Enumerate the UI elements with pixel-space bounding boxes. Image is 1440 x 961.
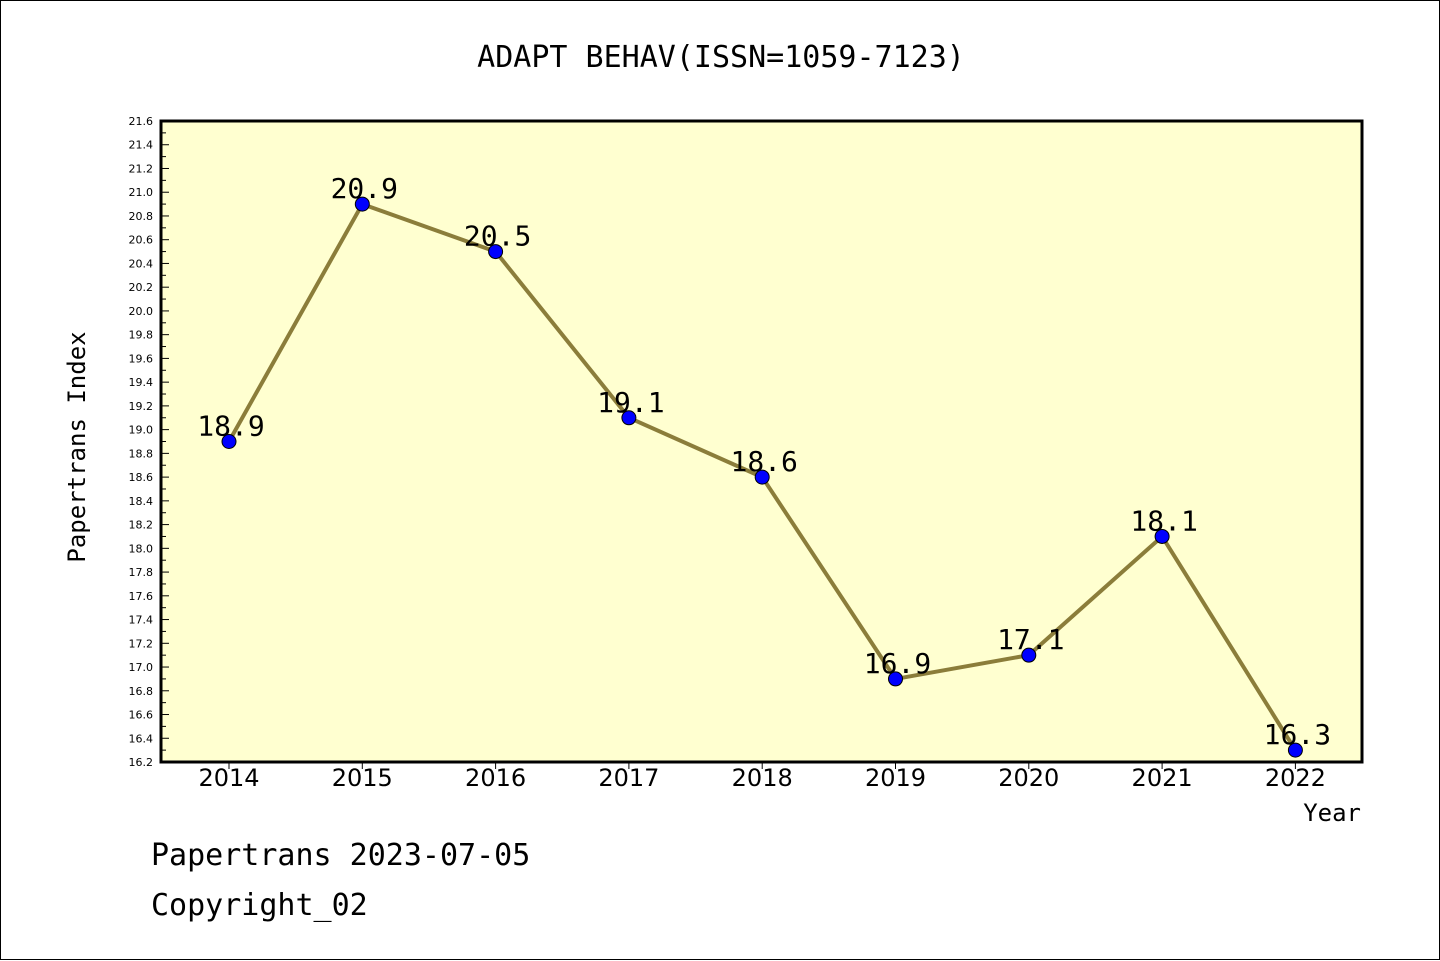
y-tick-label: 20.8 (129, 210, 154, 223)
y-tick-label: 17.8 (129, 566, 154, 579)
x-axis-ticks: 2014 2015 2016 2017 2018 2019 2020 2021 2022 (198, 762, 1326, 792)
data-point (888, 671, 903, 687)
y-tick-label: 21.0 (129, 186, 154, 199)
x-tick-label: 2018 (732, 764, 793, 792)
x-axis-label: Year (1303, 799, 1361, 827)
series-points (221, 196, 1303, 758)
y-tick-label: 19.2 (129, 400, 154, 413)
y-tick-label: 18.4 (129, 495, 154, 508)
data-label: 17.1 (997, 623, 1064, 656)
y-tick-label: 17.6 (129, 590, 154, 603)
y-tick-label: 21.4 (129, 139, 154, 152)
plot-area (159, 119, 1364, 764)
y-tick-label: 18.8 (129, 447, 154, 460)
y-tick-label: 16.6 (129, 709, 154, 722)
y-tick-label: 19.6 (129, 352, 154, 365)
data-point (1154, 528, 1170, 544)
y-tick-label: 18.6 (129, 471, 154, 484)
y-tick-label: 16.8 (129, 685, 154, 698)
data-point (1021, 647, 1037, 663)
y-tick-label: 20.0 (129, 305, 154, 318)
x-tick-label: 2016 (465, 764, 526, 792)
data-label: 18.1 (1130, 504, 1197, 537)
footer-copyright: Copyright_02 (151, 888, 368, 923)
footer-date: Papertrans 2023-07-05 (151, 838, 530, 873)
data-label: 20.5 (464, 220, 531, 253)
x-tick-label: 2015 (332, 764, 393, 792)
y-tick-label: 20.2 (129, 281, 154, 294)
y-tick-label: 21.6 (129, 115, 154, 128)
data-point (621, 410, 637, 426)
y-tick-label: 16.2 (129, 756, 154, 769)
data-point (488, 244, 504, 260)
data-point (1287, 742, 1303, 758)
y-tick-label: 18.2 (129, 519, 154, 532)
data-label: 16.9 (864, 647, 931, 680)
x-tick-label: 2021 (1132, 764, 1193, 792)
data-label: 18.9 (197, 410, 264, 443)
data-point (221, 434, 237, 449)
x-tick-label: 2017 (598, 764, 659, 792)
y-tick-label: 18.0 (129, 542, 154, 555)
data-point (754, 469, 770, 485)
y-tick-label: 19.4 (129, 376, 154, 389)
y-axis-ticks: 16.2 16.4 16.6 16.8 17.0 17.2 17.4 17.6 17.8 18.0… (129, 115, 169, 769)
data-labels: 18.9 20.9 20.5 19.1 18.6 16.9 17.1 18.1 16.3 (197, 172, 1331, 751)
data-point (354, 196, 370, 212)
data-label: 18.6 (730, 445, 797, 478)
data-label: 19.1 (597, 386, 664, 419)
y-tick-label: 19.0 (129, 424, 154, 437)
y-tick-label: 21.2 (129, 162, 154, 175)
y-tick-label: 19.8 (129, 329, 154, 342)
data-label: 20.9 (331, 172, 398, 205)
chart-title: ADAPT BEHAV(ISSN=1059-7123) (477, 40, 965, 75)
y-tick-label: 17.2 (129, 637, 154, 650)
x-tick-label: 2019 (865, 764, 926, 792)
x-tick-label: 2014 (198, 764, 259, 792)
data-label: 16.3 (1264, 718, 1331, 751)
y-tick-label: 17.0 (129, 661, 154, 674)
y-tick-label: 20.4 (129, 257, 154, 270)
y-tick-label: 17.4 (129, 614, 154, 627)
y-axis-label: Papertrans Index (63, 331, 91, 562)
x-tick-label: 2020 (998, 764, 1059, 792)
x-tick-label: 2022 (1265, 764, 1326, 792)
y-tick-label: 20.6 (129, 234, 154, 247)
y-tick-label: 16.4 (129, 732, 154, 745)
